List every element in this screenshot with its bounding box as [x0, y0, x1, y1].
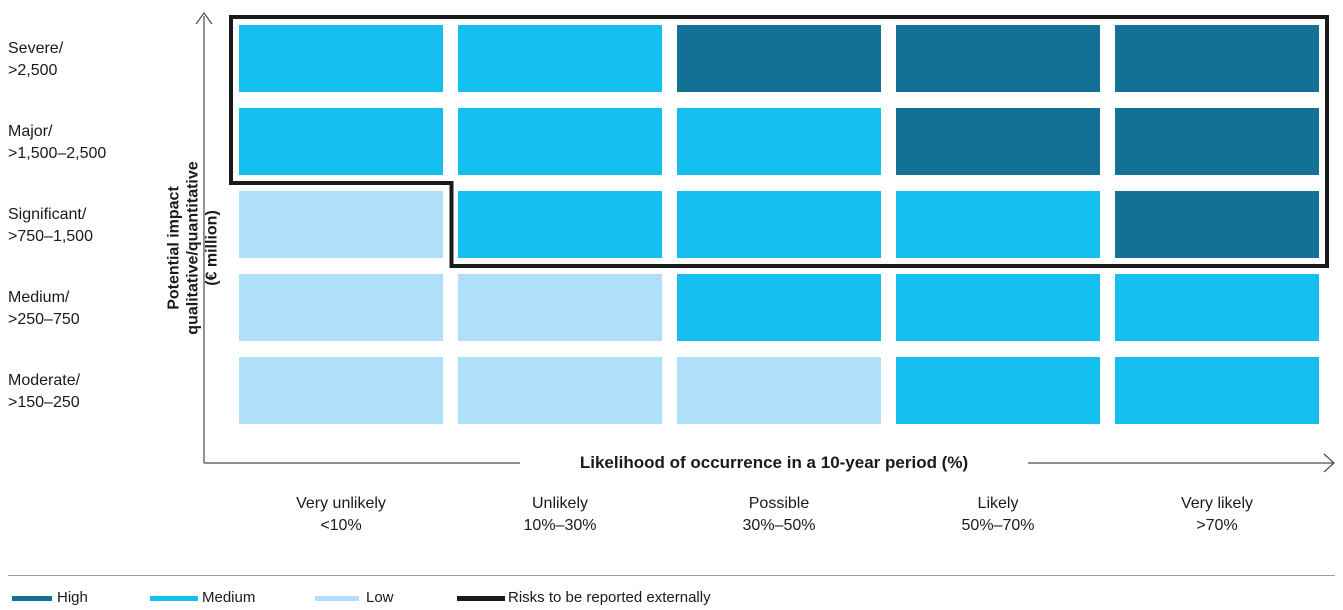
matrix-cell-r3-c1 [239, 191, 443, 258]
row-label-significant: Significant/>750–1,500 [8, 206, 93, 245]
y-axis-title-line-3: (€ million) [203, 210, 221, 286]
matrix-cell-r5-c2 [458, 357, 662, 424]
matrix-cell-r1-c1 [239, 25, 443, 92]
legend-label-low: Low [366, 589, 394, 606]
matrix-cell-r4-c1 [239, 274, 443, 341]
matrix-cell-r5-c3 [677, 357, 881, 424]
matrix-cell-r4-c4 [896, 274, 1100, 341]
matrix-cells [239, 25, 1319, 424]
legend-swatch-medium [150, 596, 198, 601]
matrix-cell-r3-c4 [896, 191, 1100, 258]
matrix-cell-r1-c5 [1115, 25, 1319, 92]
y-axis-title-line-1: Potential impact [165, 186, 183, 310]
matrix-cell-r1-c4 [896, 25, 1100, 92]
col-label-unlikely: Unlikely 10%–30% [523, 495, 597, 534]
matrix-cell-r3-c3 [677, 191, 881, 258]
matrix-cell-r4-c5 [1115, 274, 1319, 341]
matrix-cell-r4-c2 [458, 274, 662, 341]
x-axis-arrow-icon [1323, 453, 1335, 473]
matrix-cell-r5-c4 [896, 357, 1100, 424]
matrix-cell-r1-c3 [677, 25, 881, 92]
row-label-moderate: Moderate/>150–250 [8, 372, 81, 411]
legend-swatch-external [457, 596, 505, 601]
col-label-very-unlikely: Very unlikely <10% [296, 495, 386, 534]
external-reporting-outline [229, 15, 1329, 268]
matrix-cell-r2-c2 [458, 108, 662, 175]
matrix-cell-r2-c1 [239, 108, 443, 175]
matrix-cell-r3-c5 [1115, 191, 1319, 258]
row-label-severe: Severe/>2,500 [8, 40, 64, 79]
matrix-cell-r4-c3 [677, 274, 881, 341]
col-label-likely: Likely 50%–70% [961, 495, 1035, 534]
row-label-major: Major/>1,500–2,500 [8, 123, 107, 162]
matrix-cell-r1-c2 [458, 25, 662, 92]
x-axis-title: Likelihood of occurrence in a 10-year pe… [520, 452, 1028, 474]
y-axis-title-line-2: qualitative/quantitative [184, 161, 202, 335]
matrix-cell-r2-c4 [896, 108, 1100, 175]
matrix-cell-r5-c1 [239, 357, 443, 424]
matrix-cell-r2-c3 [677, 108, 881, 175]
legend-label-medium: Medium [202, 589, 256, 606]
legend-label-external: Risks to be reported externally [508, 589, 711, 606]
col-label-possible: Possible 30%–50% [742, 495, 816, 534]
legend-divider [8, 575, 1335, 576]
row-label-medium: Medium/>250–750 [8, 289, 80, 328]
matrix-cell-r5-c5 [1115, 357, 1319, 424]
matrix-cell-r2-c5 [1115, 108, 1319, 175]
y-axis-arrow-icon [195, 11, 213, 25]
legend-label-high: High [57, 589, 88, 606]
matrix-cell-r3-c2 [458, 191, 662, 258]
legend-swatch-low [315, 596, 359, 601]
legend-swatch-high [12, 596, 52, 601]
col-label-very-likely: Very likely >70% [1180, 495, 1254, 534]
